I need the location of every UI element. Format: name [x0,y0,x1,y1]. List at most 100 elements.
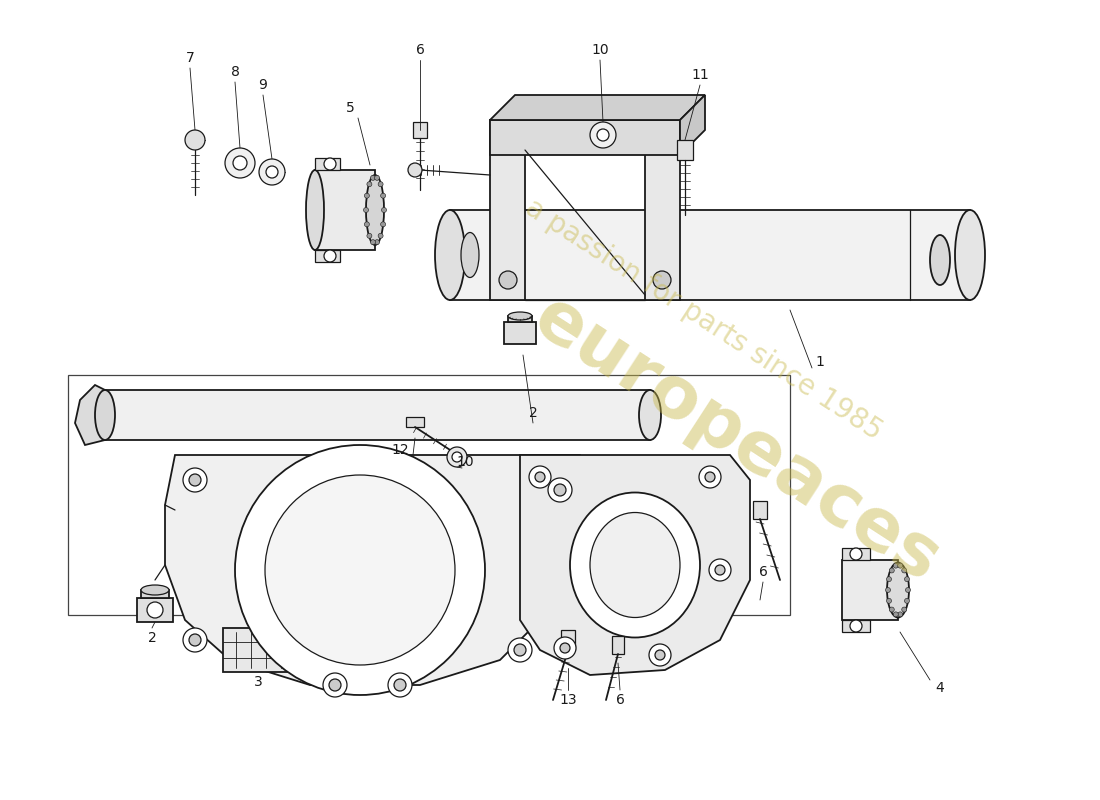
Circle shape [258,159,285,185]
Circle shape [886,587,891,593]
Text: a passion for parts since 1985: a passion for parts since 1985 [520,194,888,446]
Polygon shape [645,120,680,300]
Circle shape [548,478,572,502]
Ellipse shape [887,562,909,618]
Polygon shape [676,140,693,160]
Polygon shape [450,210,970,300]
Ellipse shape [95,390,116,440]
Circle shape [189,474,201,486]
Polygon shape [490,120,525,300]
Circle shape [381,193,386,198]
Circle shape [529,466,551,488]
Text: 13: 13 [559,693,576,707]
Circle shape [850,620,862,632]
Polygon shape [75,385,104,445]
Polygon shape [412,122,427,138]
Circle shape [323,673,346,697]
Ellipse shape [434,210,465,300]
Circle shape [554,637,576,659]
Circle shape [898,563,903,568]
Circle shape [329,679,341,691]
Circle shape [447,447,468,467]
Polygon shape [141,590,169,598]
Circle shape [367,182,372,186]
Text: 2: 2 [529,406,538,420]
Circle shape [381,222,386,227]
Circle shape [560,643,570,653]
Circle shape [887,577,891,582]
Circle shape [363,207,368,213]
Ellipse shape [955,210,984,300]
Ellipse shape [508,312,532,320]
Circle shape [147,602,163,618]
Text: 3: 3 [254,675,263,689]
Polygon shape [104,390,650,440]
Polygon shape [406,417,424,427]
Circle shape [265,475,455,665]
Circle shape [378,182,383,186]
Circle shape [893,612,899,617]
Circle shape [394,679,406,691]
Polygon shape [504,322,536,344]
Text: 8: 8 [231,65,240,79]
Text: 10: 10 [591,43,608,57]
Ellipse shape [141,585,169,595]
Circle shape [889,607,894,612]
Polygon shape [508,316,532,322]
Ellipse shape [306,170,324,250]
Text: 10: 10 [456,455,474,469]
Circle shape [374,240,379,245]
Ellipse shape [930,235,950,285]
Ellipse shape [461,233,478,278]
Circle shape [183,628,207,652]
Polygon shape [315,250,340,262]
Text: 6: 6 [616,693,625,707]
Circle shape [715,565,725,575]
Circle shape [514,644,526,656]
Text: 4: 4 [936,681,945,695]
Circle shape [364,193,370,198]
Circle shape [649,644,671,666]
Text: 9: 9 [258,78,267,92]
Circle shape [324,250,336,262]
Ellipse shape [590,513,680,618]
Circle shape [378,234,383,238]
Text: 6: 6 [759,565,768,579]
Polygon shape [842,560,898,620]
Circle shape [893,563,899,568]
Circle shape [499,271,517,289]
Text: 1: 1 [815,355,824,369]
Circle shape [653,271,671,289]
Polygon shape [138,598,173,622]
Circle shape [905,587,911,593]
Text: 5: 5 [345,101,354,115]
Text: 6: 6 [416,43,425,57]
Polygon shape [315,170,375,250]
Ellipse shape [570,493,700,638]
Circle shape [388,673,412,697]
Circle shape [904,598,910,603]
Circle shape [889,568,894,573]
Text: 7: 7 [186,51,195,65]
Circle shape [189,634,201,646]
Circle shape [266,166,278,178]
Ellipse shape [366,175,384,245]
Circle shape [904,577,910,582]
Circle shape [226,148,255,178]
Polygon shape [680,95,705,155]
Polygon shape [561,630,575,650]
Text: 2: 2 [147,631,156,645]
Text: 11: 11 [691,68,708,82]
Circle shape [371,175,375,180]
Circle shape [508,638,532,662]
Circle shape [185,130,205,150]
Text: europeaces: europeaces [521,283,953,597]
Circle shape [898,612,903,617]
Circle shape [850,548,862,560]
Polygon shape [223,628,293,672]
Polygon shape [490,120,680,155]
Circle shape [698,466,720,488]
Circle shape [367,234,372,238]
Polygon shape [520,455,750,675]
Circle shape [408,163,422,177]
